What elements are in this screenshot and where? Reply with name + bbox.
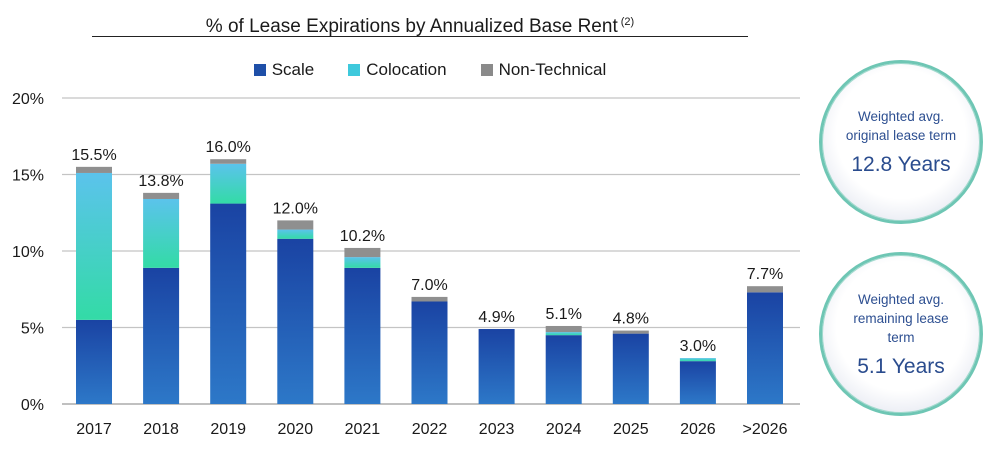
bar-total-label: 7.7%: [747, 266, 783, 283]
x-tick-label: 2022: [412, 421, 448, 438]
bar-total-labels: 15.5% 13.8% 16.0% 12.0% 10.2% 7.0% 4.9% 5.1% 4.8…: [71, 139, 783, 355]
x-tick-label: 2018: [143, 421, 179, 438]
bar-segment-non-technical-2017: [76, 166, 112, 173]
x-tick-label: 2026: [680, 421, 716, 438]
callout-remaining-value: 5.1 Years: [857, 354, 945, 378]
bar-total-label: 5.1%: [545, 306, 581, 323]
legend-item-scale: Scale: [253, 60, 315, 80]
bar-segment-colocation-2021: [344, 257, 381, 268]
x-tick-label: 2017: [76, 421, 112, 438]
legend-swatch-colocation: [348, 64, 361, 76]
bar-total-label: 7.0%: [411, 277, 447, 294]
legend-swatch-non-technical: [480, 64, 493, 76]
bar-segment-scale-2022: [411, 301, 448, 404]
bar-total-label: 4.8%: [613, 311, 649, 328]
bar-segment-scale-2024: [545, 335, 582, 404]
bar-total-label: 12.0%: [273, 200, 318, 217]
bar-segment-non-technical-2022: [411, 296, 448, 302]
bar-segment-colocation-2020: [277, 229, 314, 239]
legend-label-scale: Scale: [271, 60, 315, 79]
bar-segment-colocation-2024: [545, 332, 582, 336]
bar-segment-non-technical-2019: [210, 159, 247, 164]
bar-segment-scale-2026: [679, 361, 716, 404]
y-tick-label: 20%: [12, 91, 44, 108]
x-tick-label: 2025: [613, 421, 649, 438]
callout-original-lease-term: Weighted avg. original lease term 12.8 Y…: [819, 60, 983, 224]
bar-segment-scale-2020: [277, 238, 314, 404]
x-tick-label: 2024: [546, 421, 582, 438]
x-tick-label: 2021: [345, 421, 381, 438]
bar-segment-colocation-2019: [210, 163, 247, 204]
chart-legend: Scale Colocation Non-Technical: [0, 60, 860, 80]
legend-label-colocation: Colocation: [366, 60, 447, 79]
legend-item-colocation: Colocation: [348, 60, 447, 80]
bar-segment-non-technical-2024: [545, 325, 582, 333]
legend-item-non-technical: Non-Technical: [480, 60, 607, 80]
bar-segment-non-technical-2018: [143, 192, 180, 199]
bars: [76, 159, 783, 404]
bar-segment-colocation-2026: [679, 358, 716, 362]
x-tick-label: 2019: [210, 421, 246, 438]
x-tick-label: >2026: [743, 421, 788, 438]
callout-original-value: 12.8 Years: [851, 153, 951, 176]
bar-total-label: 3.0%: [680, 338, 716, 355]
y-tick-label: 5%: [21, 321, 44, 338]
callout-remaining-label: Weighted avg. remaining lease term: [853, 291, 949, 345]
chart-title-container: % of Lease Expirations by Annualized Bas…: [92, 8, 748, 37]
bar-total-label: 13.8%: [138, 173, 183, 190]
bar-total-label: 15.5%: [71, 147, 116, 164]
bar-segment-scale-2025: [612, 333, 649, 404]
x-tick-label: 2020: [278, 421, 314, 438]
y-tick-label: 0%: [21, 397, 44, 414]
bar-segment-non-technical-2020: [277, 220, 314, 230]
bar-total-label: 10.2%: [340, 228, 385, 245]
bar-total-label: 16.0%: [206, 139, 251, 156]
bar-segment-scale-2017: [76, 319, 112, 404]
y-tick-label: 10%: [12, 244, 44, 261]
chart-title-footnote: (2): [620, 16, 635, 28]
bar-segment-non-technical-2021: [344, 247, 381, 258]
bar-segment-non-technical-2025: [612, 330, 649, 334]
bar-segment-scale-2023: [478, 329, 515, 404]
chart-title: % of Lease Expirations by Annualized Bas…: [206, 16, 634, 37]
bar-segment-scale->2026: [747, 292, 783, 404]
callout-original-label: Weighted avg. original lease term: [845, 109, 957, 143]
y-tick-label: 15%: [12, 168, 44, 185]
callout-remaining-lease-term: Weighted avg. remaining lease term 5.1 Y…: [819, 252, 983, 416]
y-axis-tick-labels: 0% 5% 10% 15% 20%: [12, 91, 44, 414]
x-tick-label: 2023: [479, 421, 515, 438]
bar-total-label: 4.9%: [478, 309, 514, 326]
y-gridlines: [62, 97, 800, 405]
bar-segment-scale-2018: [143, 267, 180, 404]
x-axis-tick-labels: 2017 2018 2019 2020 2021 2022 2023 2024 2025 2026…: [76, 421, 787, 438]
chart-title-text: % of Lease Expirations by Annualized Bas…: [205, 16, 618, 37]
legend-label-non-technical: Non-Technical: [498, 60, 607, 79]
legend-swatch-scale: [253, 64, 266, 76]
bar-segment-non-technical->2026: [747, 286, 783, 293]
bar-segment-colocation-2018: [143, 198, 180, 268]
bar-segment-scale-2021: [344, 267, 381, 404]
bar-segment-colocation-2017: [76, 172, 112, 320]
bar-segment-scale-2019: [210, 203, 247, 404]
